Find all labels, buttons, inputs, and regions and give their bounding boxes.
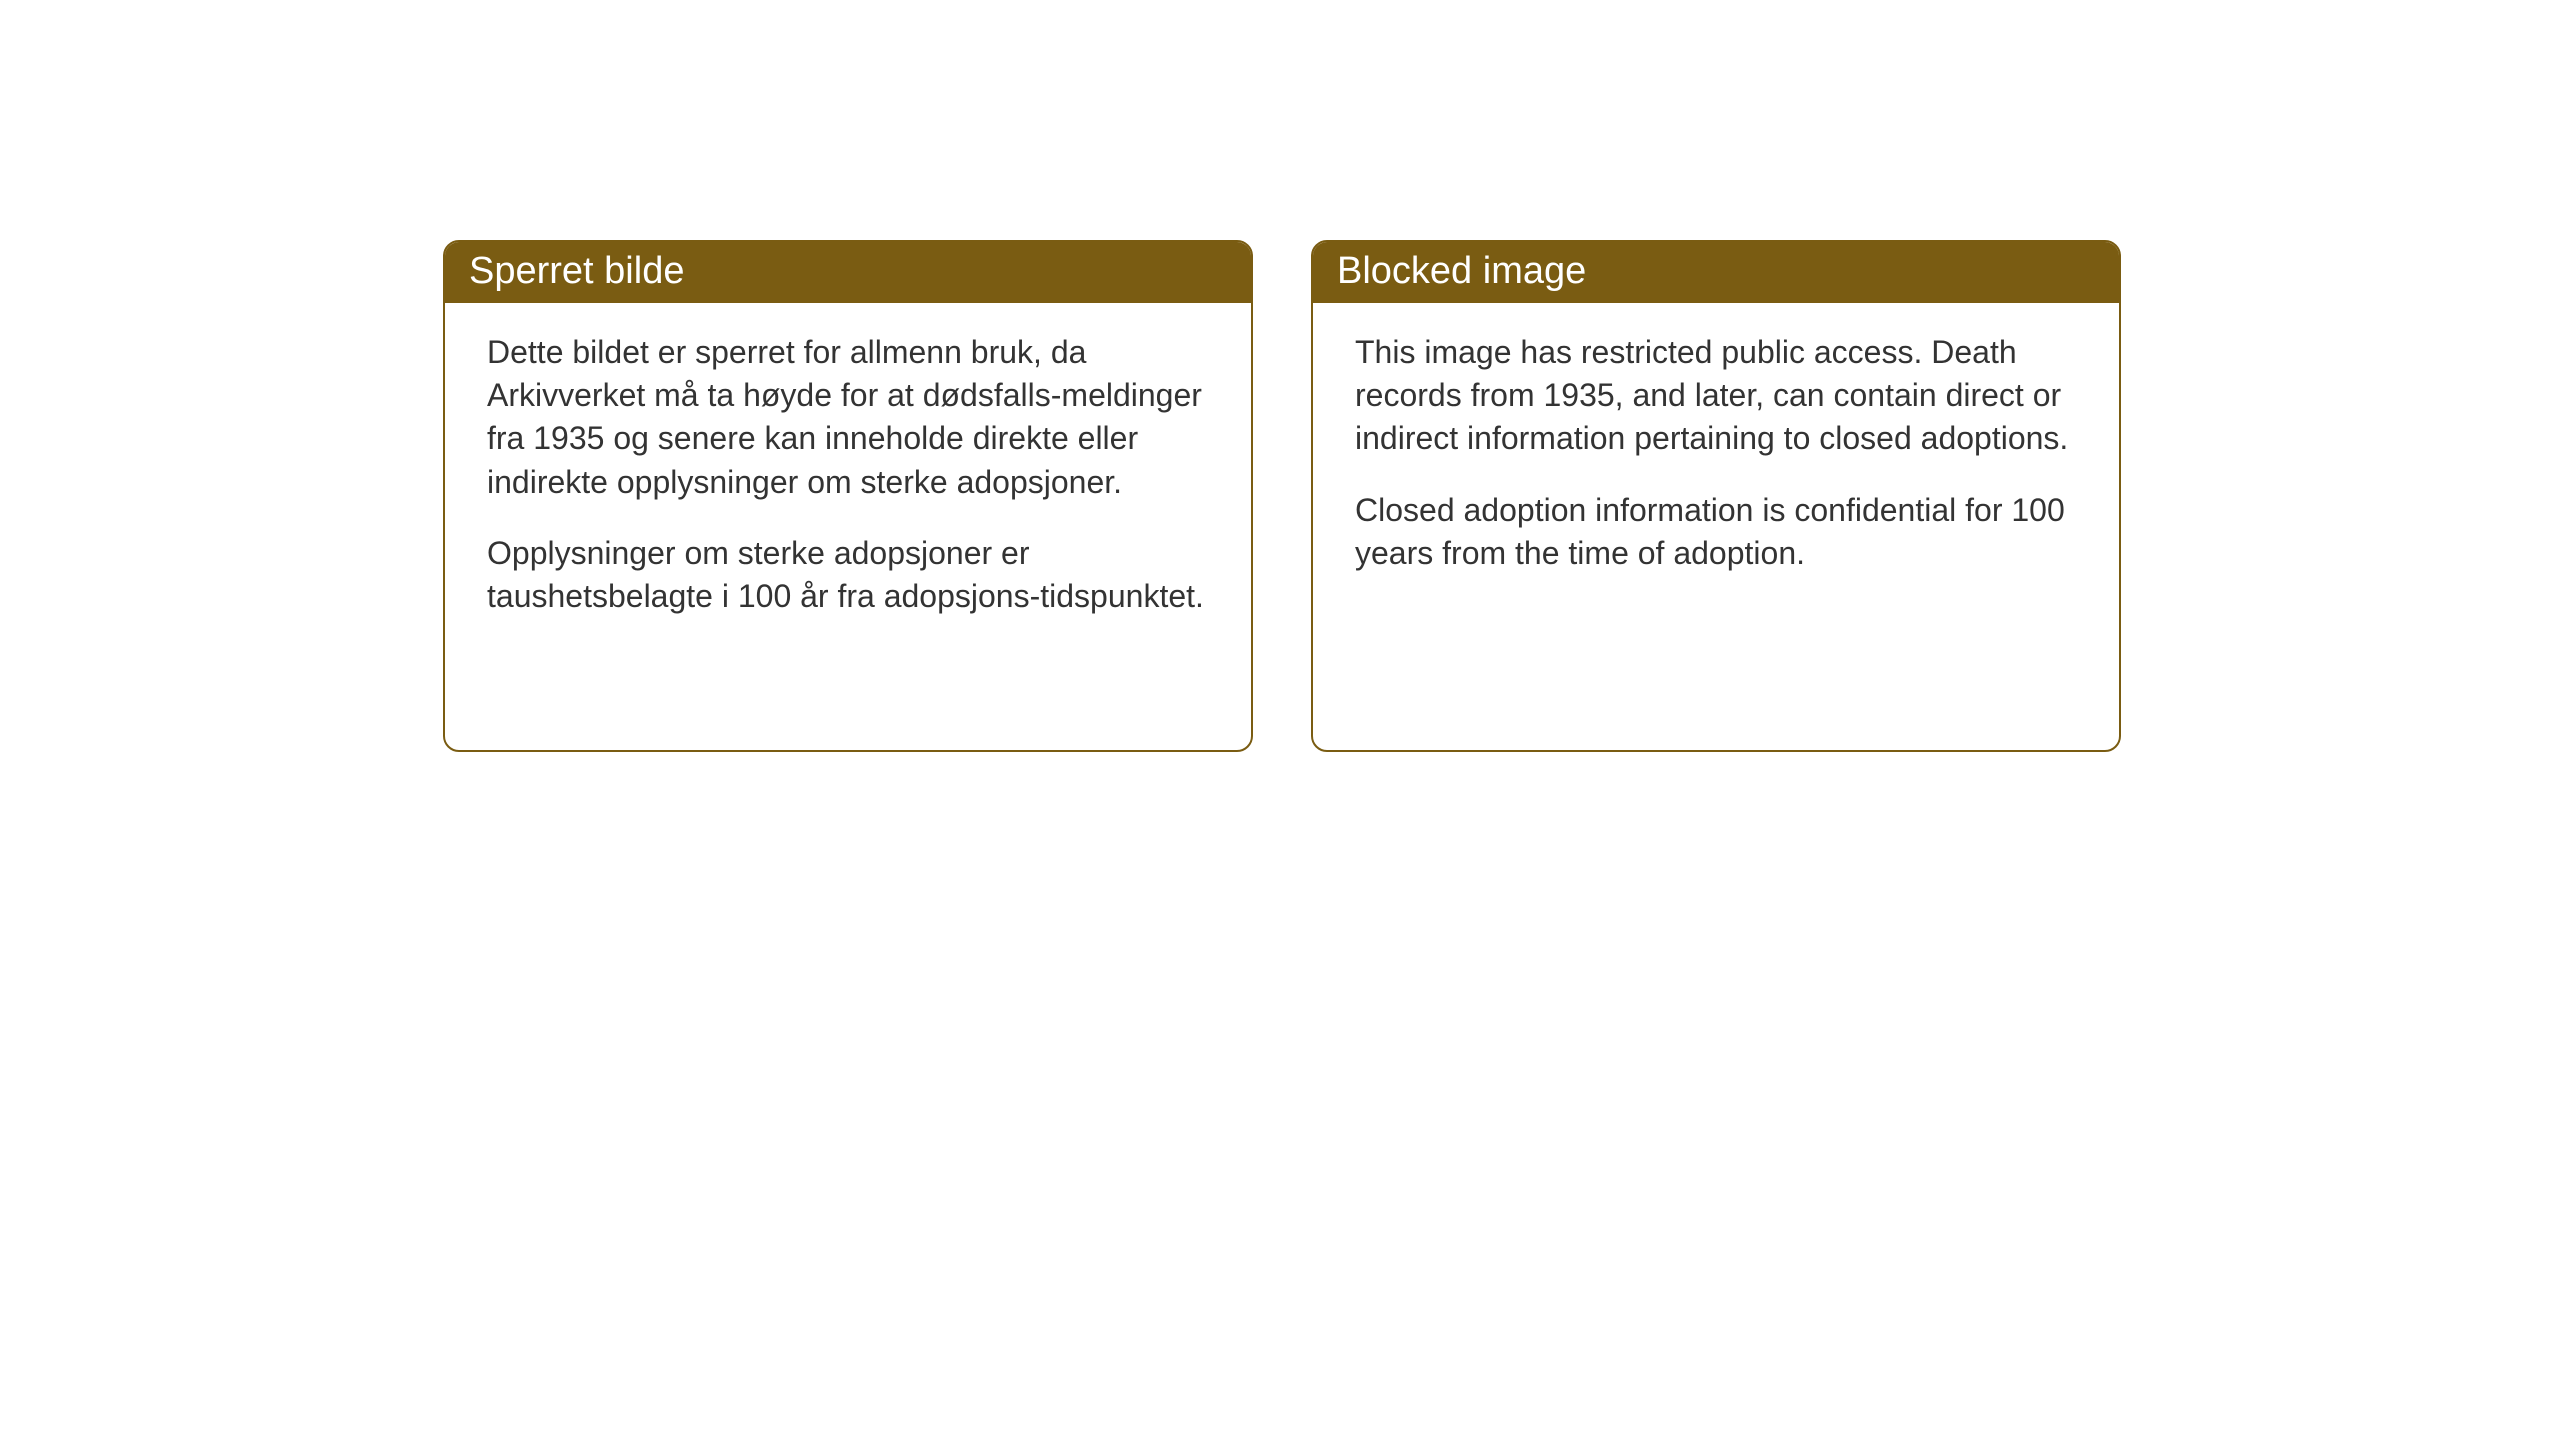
- card-header-english: Blocked image: [1313, 242, 2119, 303]
- notice-card-norwegian: Sperret bilde Dette bildet er sperret fo…: [443, 240, 1253, 752]
- card-paragraph-1-english: This image has restricted public access.…: [1355, 331, 2077, 461]
- card-paragraph-1-norwegian: Dette bildet er sperret for allmenn bruk…: [487, 331, 1209, 504]
- card-title-english: Blocked image: [1337, 250, 1586, 292]
- card-header-norwegian: Sperret bilde: [445, 242, 1251, 303]
- card-title-norwegian: Sperret bilde: [469, 250, 684, 292]
- card-paragraph-2-norwegian: Opplysninger om sterke adopsjoner er tau…: [487, 532, 1209, 618]
- card-body-norwegian: Dette bildet er sperret for allmenn bruk…: [445, 303, 1251, 654]
- notice-container: Sperret bilde Dette bildet er sperret fo…: [443, 240, 2121, 752]
- card-body-english: This image has restricted public access.…: [1313, 303, 2119, 611]
- card-paragraph-2-english: Closed adoption information is confident…: [1355, 489, 2077, 575]
- notice-card-english: Blocked image This image has restricted …: [1311, 240, 2121, 752]
